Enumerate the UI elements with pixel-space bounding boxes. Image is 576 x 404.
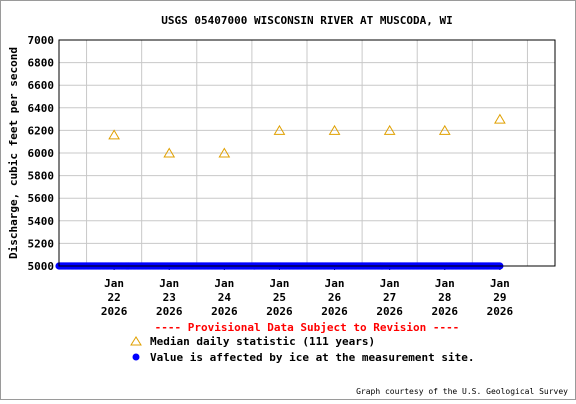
x-tick-day: 24 <box>218 291 232 304</box>
x-tick-month: Jan <box>214 277 234 290</box>
x-tick-day: 29 <box>493 291 506 304</box>
x-tick-month: Jan <box>325 277 345 290</box>
median-point <box>494 113 506 124</box>
credit-text: Graph courtesy of the U.S. Geological Su… <box>356 387 568 396</box>
y-tick-label: 5800 <box>28 170 55 183</box>
x-tick-day: 25 <box>273 291 286 304</box>
y-tick-label: 5200 <box>28 237 55 250</box>
provisional-note: ---- Provisional Data Subject to Revisio… <box>155 321 460 334</box>
median-point <box>108 129 120 140</box>
median-point <box>383 124 396 135</box>
x-tick-month: Jan <box>104 277 124 290</box>
median-point <box>273 124 286 135</box>
x-tick-month: Jan <box>270 277 290 290</box>
legend-triangle-icon <box>130 336 142 346</box>
legend-dot-icon <box>132 353 140 361</box>
x-tick-month: Jan <box>490 277 510 290</box>
y-tick-label: 5000 <box>28 260 55 273</box>
median-point <box>163 147 176 158</box>
x-tick-day: 28 <box>438 291 451 304</box>
x-tick-year: 2026 <box>321 305 348 318</box>
chart-title: USGS 05407000 WISCONSIN RIVER AT MUSCODA… <box>161 14 452 27</box>
median-series <box>108 113 506 158</box>
x-tick-month: Jan <box>159 277 179 290</box>
y-tick-label: 5400 <box>28 215 55 228</box>
y-tick-label: 6000 <box>28 147 55 160</box>
plot-frame <box>58 39 556 267</box>
y-tick-label: 6200 <box>28 124 55 137</box>
median-point <box>218 147 231 158</box>
x-tick-month: Jan <box>435 277 455 290</box>
legend-ice-label: Value is affected by ice at the measurem… <box>150 351 475 364</box>
x-tick-year: 2026 <box>487 305 514 318</box>
median-point <box>328 124 341 135</box>
x-tick-year: 2026 <box>101 305 128 318</box>
y-tick-labels: 5000 5200 5400 5600 5800 6000 6200 6400 6600 6800… <box>28 34 55 273</box>
x-tick-day: 23 <box>163 291 176 304</box>
x-tick-year: 2026 <box>211 305 238 318</box>
legend: Median daily statistic (111 years) Value… <box>130 335 475 364</box>
y-tick-label: 6800 <box>28 57 55 70</box>
y-tick-label: 5600 <box>28 192 55 205</box>
y-tick-label: 6400 <box>28 102 55 115</box>
legend-median-label: Median daily statistic (111 years) <box>150 335 375 348</box>
median-point <box>438 124 451 135</box>
x-tick-year: 2026 <box>432 305 459 318</box>
x-tick-day: 22 <box>107 291 120 304</box>
x-tick-labels: Jan222026Jan232026Jan242026Jan252026Jan2… <box>101 266 514 318</box>
y-tick-label: 6600 <box>28 79 55 92</box>
y-tick-label: 7000 <box>28 34 55 47</box>
x-tick-day: 27 <box>383 291 396 304</box>
x-tick-year: 2026 <box>266 305 293 318</box>
y-axis-label: Discharge, cubic feet per second <box>7 47 20 259</box>
x-tick-year: 2026 <box>376 305 403 318</box>
x-tick-day: 26 <box>328 291 342 304</box>
x-tick-year: 2026 <box>156 305 183 318</box>
x-tick-month: Jan <box>380 277 400 290</box>
